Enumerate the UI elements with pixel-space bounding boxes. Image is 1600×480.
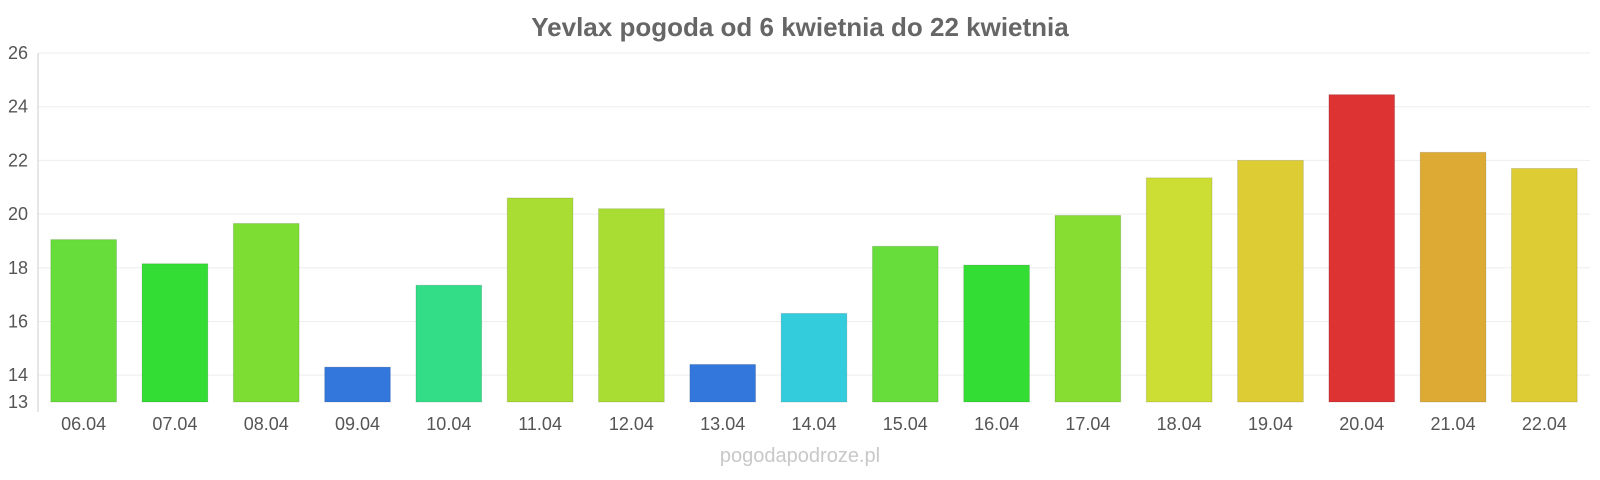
bar-13.04 xyxy=(689,363,757,403)
x-tick-label: 07.04 xyxy=(152,414,197,434)
x-tick-label: 18.04 xyxy=(1157,414,1202,434)
y-tick-label: 14 xyxy=(8,365,28,385)
y-tick-label: 24 xyxy=(8,97,28,117)
y-tick-label: 18 xyxy=(8,258,28,278)
y-tick-label: 16 xyxy=(8,311,28,331)
bar-08.04 xyxy=(232,222,300,403)
bar-20.04 xyxy=(1328,94,1396,403)
y-tick-label: 20 xyxy=(8,204,28,224)
x-tick-label: 21.04 xyxy=(1431,414,1476,434)
x-tick-label: 20.04 xyxy=(1339,414,1384,434)
bar-15.04 xyxy=(871,245,939,403)
bar-22.04 xyxy=(1510,167,1578,403)
bar-07.04 xyxy=(141,263,209,403)
bars xyxy=(50,94,1578,403)
x-tick-label: 15.04 xyxy=(883,414,928,434)
bar-19.04 xyxy=(1237,159,1304,403)
y-tick-label: 26 xyxy=(8,43,28,63)
x-tick-label: 22.04 xyxy=(1522,414,1567,434)
x-tick-label: 08.04 xyxy=(244,414,289,434)
x-tick-label: 12.04 xyxy=(609,414,654,434)
chart-title: Yevlax pogoda od 6 kwietnia do 22 kwietn… xyxy=(531,12,1069,42)
y-tick-label: 22 xyxy=(8,150,28,170)
x-tick-label: 16.04 xyxy=(974,414,1019,434)
bar-06.04 xyxy=(50,239,118,403)
x-tick-label: 11.04 xyxy=(518,414,562,434)
bar-10.04 xyxy=(415,284,483,403)
bar-21.04 xyxy=(1419,151,1487,403)
x-tick-label: 14.04 xyxy=(791,414,836,434)
y-axis-ticks: 13 14 16 18 20 22 24 26 xyxy=(8,43,28,412)
bar-16.04 xyxy=(963,264,1030,403)
x-axis-ticks: 06.04 07.04 08.04 09.04 10.04 11.04 12.04 13.04… xyxy=(61,414,1567,434)
x-tick-label: 13.04 xyxy=(700,414,745,434)
x-tick-label: 10.04 xyxy=(426,414,471,434)
bar-09.04 xyxy=(324,366,391,403)
bar-17.04 xyxy=(1054,214,1122,403)
x-tick-label: 17.04 xyxy=(1065,414,1110,434)
bar-12.04 xyxy=(598,208,665,403)
y-tick-label: 13 xyxy=(8,392,28,412)
bar-18.04 xyxy=(1145,177,1213,403)
bar-11.04 xyxy=(506,197,574,403)
bar-14.04 xyxy=(780,312,848,403)
x-tick-label: 09.04 xyxy=(335,414,380,434)
x-tick-label: 19.04 xyxy=(1248,414,1293,434)
footer-watermark: pogodapodroze.pl xyxy=(720,445,880,467)
x-tick-label: 06.04 xyxy=(61,414,106,434)
